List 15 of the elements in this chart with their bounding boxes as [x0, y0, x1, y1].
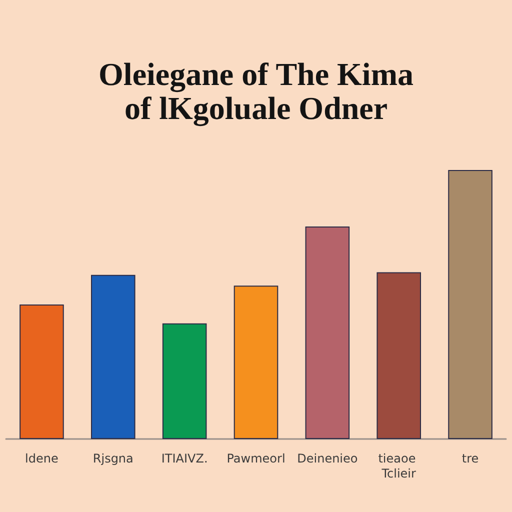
bar [376, 272, 421, 439]
bar [91, 274, 136, 439]
bar [162, 323, 207, 439]
bar [448, 170, 492, 439]
x-tick-label: Pawmeorl [226, 452, 286, 466]
bar [234, 286, 278, 439]
x-tick-label: ITIAIVZ. [161, 452, 208, 466]
x-tick-label: tre [462, 452, 479, 466]
x-tick-label: Rjsgna [92, 452, 134, 466]
bar [305, 226, 350, 439]
x-tick-label: Deinenieo [297, 452, 358, 466]
bar [20, 304, 64, 439]
x-tick-label: tieaoe Tclieir [378, 452, 420, 480]
chart-title: Oleiegane of The Kima of lKgoluale Odner [98, 56, 414, 127]
x-tick-label: ldene [25, 452, 58, 466]
